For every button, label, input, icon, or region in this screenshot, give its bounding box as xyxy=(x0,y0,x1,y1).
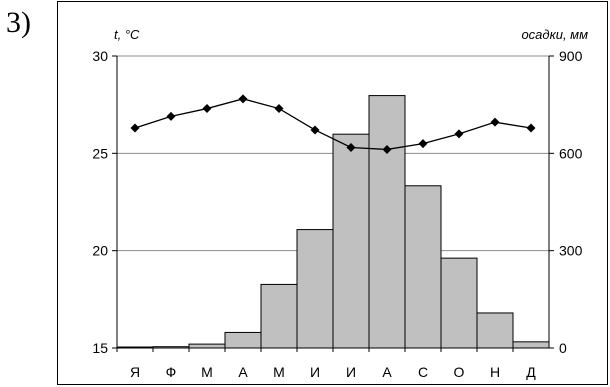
x-tick-label: Н xyxy=(490,364,500,380)
x-tick-label: С xyxy=(418,364,428,380)
left-tick-label: 15 xyxy=(92,340,108,356)
x-tick-label: М xyxy=(201,364,213,380)
temperature-line xyxy=(130,94,536,154)
right-tick-label: 0 xyxy=(559,340,567,356)
x-tick-label: Ф xyxy=(166,364,177,380)
precipitation-bar xyxy=(296,229,334,349)
precipitation-bar xyxy=(368,95,406,349)
temperature-polyline xyxy=(134,98,532,151)
temperature-point xyxy=(490,117,500,127)
x-tick-label: О xyxy=(454,364,465,380)
precipitation-bar xyxy=(332,133,370,349)
left-tick-label: 20 xyxy=(92,243,108,259)
temperature-point xyxy=(346,142,356,152)
right-tick-label: 300 xyxy=(559,243,583,259)
x-tick-label: И xyxy=(310,364,320,380)
temperature-point xyxy=(166,111,176,121)
temperature-point xyxy=(418,139,428,149)
precipitation-bars xyxy=(116,95,550,349)
right-tick-label: 600 xyxy=(559,145,583,161)
x-tick-label: А xyxy=(382,364,392,380)
x-tick-label: Я xyxy=(130,364,140,380)
x-tick-label: А xyxy=(238,364,248,380)
temperature-point xyxy=(526,123,536,133)
x-tick-label: Д xyxy=(526,364,536,380)
precipitation-bar xyxy=(188,343,226,349)
left-axis-label: t, °C xyxy=(114,27,140,42)
temperature-point xyxy=(238,94,248,104)
precipitation-bar xyxy=(512,341,550,349)
x-tick-label: И xyxy=(346,364,356,380)
precipitation-bar xyxy=(404,185,442,349)
temperature-point xyxy=(274,104,284,114)
left-tick-label: 25 xyxy=(92,145,108,161)
right-axis-label: осадки, мм xyxy=(521,27,588,42)
precipitation-bar xyxy=(224,331,262,349)
temperature-point xyxy=(454,129,464,139)
precipitation-bar xyxy=(440,257,478,349)
temperature-point xyxy=(310,125,320,135)
temperature-point xyxy=(202,104,212,114)
right-tick-label: 900 xyxy=(559,48,583,64)
precipitation-bar xyxy=(476,312,514,349)
temperature-point xyxy=(130,123,140,133)
axes xyxy=(112,55,554,352)
precipitation-bar xyxy=(260,283,298,349)
temperature-point xyxy=(382,144,392,154)
chart-frame xyxy=(57,1,608,385)
x-tick-label: М xyxy=(273,364,285,380)
figure-marker: 3) xyxy=(6,6,31,39)
left-tick-label: 30 xyxy=(92,48,108,64)
